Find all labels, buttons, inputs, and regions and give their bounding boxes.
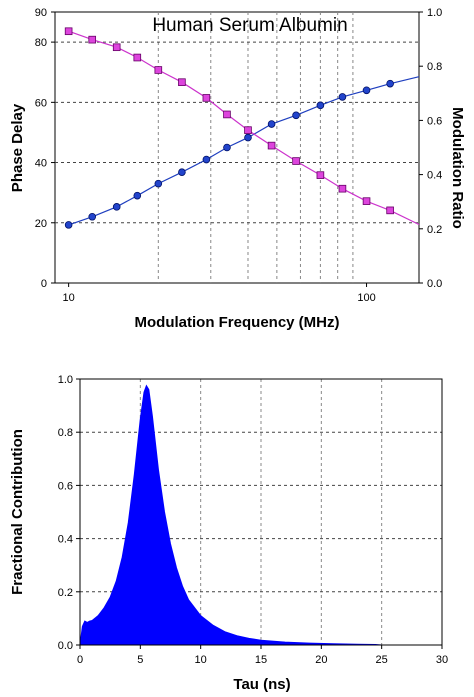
bottom-y-ticks: 0.0 0.2 0.4 0.6 0.8 1.0 — [58, 374, 80, 652]
bottom-y-tick-label: 0.8 — [58, 427, 73, 439]
top-left-tick-label: 0 — [41, 278, 47, 290]
bottom-y-tick-label: 1.0 — [58, 374, 73, 386]
phase-delay-point — [244, 133, 252, 142]
modulation-ratio-point — [154, 66, 163, 74]
top-right-tick-label: 0.2 — [427, 224, 442, 236]
top-right-tick-label: 0.0 — [427, 278, 442, 290]
modulation-ratio-point — [244, 126, 252, 134]
modulation-ratio-point — [267, 141, 276, 150]
top-left-tick-label: 60 — [35, 97, 47, 109]
phase-delay-point — [316, 101, 325, 110]
modulation-ratio-point — [223, 110, 231, 119]
phase-delay-point — [292, 111, 300, 120]
bottom-x-tick-label: 15 — [255, 654, 267, 666]
modulation-ratio-point — [88, 35, 97, 44]
phase-delay-point — [178, 168, 186, 176]
bottom-area — [79, 384, 382, 646]
top-right-tick-label: 0.8 — [427, 61, 442, 73]
lifetime-distribution-chart: 0.0 0.2 0.4 0.6 0.8 1.0 0 5 10 15 20 25 30 Tau (ns)… — [9, 374, 448, 693]
bottom-y-tick-label: 0.2 — [58, 587, 73, 599]
phase-delay-point — [202, 155, 211, 164]
modulation-ratio-point — [316, 171, 325, 179]
top-plot-area — [54, 11, 420, 284]
top-right-ticks: 0.0 0.2 0.4 0.6 0.8 1.0 — [419, 7, 442, 290]
top-fit-lines — [68, 30, 420, 226]
modulation-ratio-point — [362, 197, 371, 205]
modulation-ratio-point — [386, 206, 394, 215]
top-x-tick-label: 10 — [63, 292, 75, 304]
bottom-x-tick-label: 5 — [137, 654, 143, 666]
bottom-x-tick-label: 10 — [195, 654, 207, 666]
modulation-ratio-axis-label: Modulation Ratio — [449, 107, 466, 229]
phase-delay-line — [68, 76, 420, 226]
top-right-tick-label: 0.6 — [427, 115, 442, 127]
top-markers — [64, 27, 394, 229]
bottom-x-tick-label: 20 — [315, 654, 327, 666]
top-grid — [55, 12, 419, 283]
phase-delay-point — [223, 143, 231, 152]
top-x-axis-label: Modulation Frequency (MHz) — [135, 314, 340, 331]
modulation-ratio-line — [68, 30, 420, 226]
top-right-tick-label: 0.4 — [427, 170, 442, 182]
modulation-ratio-point — [64, 27, 73, 36]
top-left-tick-label: 20 — [35, 218, 47, 230]
top-left-tick-label: 90 — [35, 7, 47, 19]
modulation-ratio-point — [112, 43, 121, 52]
bottom-x-tick-label: 30 — [436, 654, 448, 666]
bottom-x-tick-label: 0 — [77, 654, 83, 666]
phase-delay-point — [88, 212, 97, 221]
top-x-tick-label: 100 — [357, 292, 375, 304]
top-left-tick-label: 80 — [35, 37, 47, 49]
phase-delay-point — [64, 221, 73, 229]
bottom-y-tick-label: 0.4 — [58, 534, 73, 546]
phase-delay-point — [133, 191, 142, 200]
bottom-y-tick-label: 0.6 — [58, 480, 73, 492]
bottom-x-tick-label: 25 — [376, 654, 388, 666]
phase-delay-point — [267, 120, 276, 128]
phase-modulation-chart: 0 20 40 60 80 90 0.0 0.2 0.4 0.6 0.8 1.0 10 100 Hum… — [9, 7, 466, 331]
modulation-ratio-point — [133, 53, 142, 62]
phase-delay-point — [362, 86, 371, 95]
bottom-y-axis-label: Fractional Contribution — [9, 429, 26, 595]
phase-delay-point — [386, 79, 394, 88]
modulation-ratio-point — [292, 157, 300, 165]
phase-delay-axis-label: Phase Delay — [9, 103, 26, 192]
phase-delay-point — [112, 203, 121, 211]
top-right-tick-label: 1.0 — [427, 7, 442, 19]
bottom-x-ticks: 0 5 10 15 20 25 30 — [77, 645, 448, 666]
phase-delay-point — [338, 93, 347, 101]
phase-delay-point — [154, 179, 163, 188]
modulation-ratio-point — [178, 78, 186, 86]
top-left-tick-label: 40 — [35, 158, 47, 170]
top-x-ticks: 10 100 — [63, 283, 376, 304]
bottom-x-axis-label: Tau (ns) — [233, 676, 290, 693]
bottom-y-tick-label: 0.0 — [58, 640, 73, 652]
top-left-ticks: 0 20 40 60 80 90 — [35, 7, 55, 290]
lifetime-distribution-area — [79, 384, 382, 646]
modulation-ratio-point — [202, 94, 211, 102]
chart-title: Human Serum Albumin — [152, 15, 347, 36]
modulation-ratio-point — [338, 184, 347, 193]
